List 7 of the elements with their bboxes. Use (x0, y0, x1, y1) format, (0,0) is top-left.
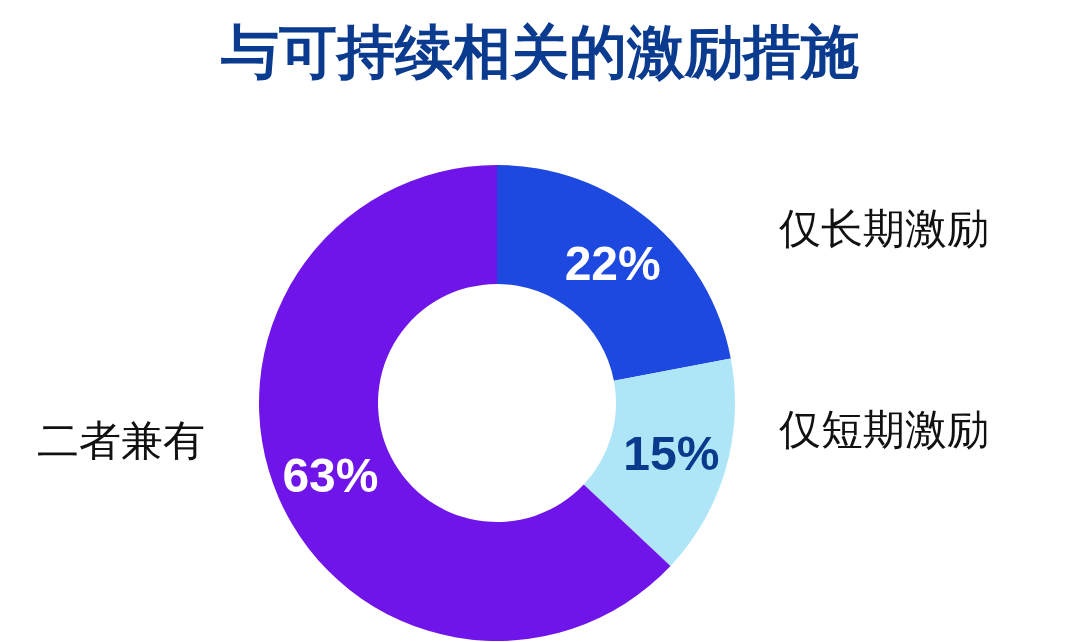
data-label: 15% (623, 427, 720, 481)
chart-title: 与可持续相关的激励措施 (220, 18, 859, 86)
data-label: 63% (282, 448, 379, 502)
data-label: 22% (564, 236, 661, 290)
slice-label: 仅长期激励 (779, 204, 989, 254)
slice-label: 仅短期激励 (779, 405, 989, 455)
slice-label: 二者兼有 (37, 416, 205, 466)
